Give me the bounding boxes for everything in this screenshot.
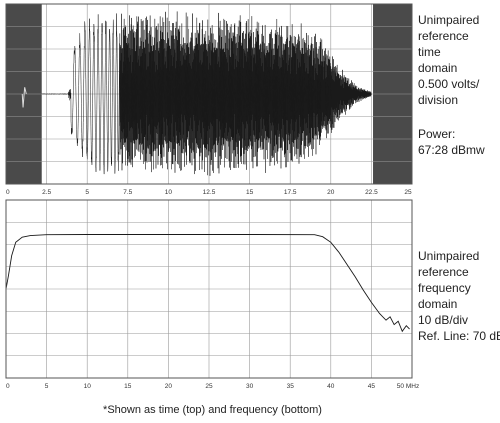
time-annotation-line: domain [418,61,458,75]
freq-x-tick-label: 30 [246,383,254,390]
time-marker-spike [21,87,27,108]
freq-x-tick-label: 40 [327,383,335,390]
freq-x-tick-label: 25 [205,383,213,390]
frequency-domain-annotation: Unimpaired reference frequency domain 10… [418,248,500,344]
time-x-tick-label: 17.5 [284,189,297,196]
freq-annotation-line: frequency [418,281,471,295]
time-annotation-line: time [418,45,441,59]
freq-annotation-line: Ref. Line: 70 dB [418,329,500,343]
time-x-tick-label: 10 [165,189,173,196]
freq-x-tick-label: 10 [84,383,92,390]
time-x-tick-label: 20 [327,189,335,196]
power-annotation-line: 67:28 dBmw [418,143,485,157]
time-x-tick-label: 2.5 [42,189,51,196]
time-x-tick-label: 5 [85,189,89,196]
freq-annotation-line: Unimpaired [418,249,480,263]
time-domain-annotation: Unimpaired reference time domain 0.500 v… [418,12,479,108]
time-x-tick-label: 22.5 [365,189,378,196]
freq-x-tick-label: 5 [45,383,49,390]
frequency-domain-panel: 0 5 10 15 20 25 30 35 40 45 50 MHz [5,199,419,390]
time-x-tick-label: 0 [6,189,10,196]
time-waveform-trace [41,11,372,176]
time-x-tick-label: 25 [404,189,412,196]
power-annotation: Power: 67:28 dBmw [418,126,485,158]
time-plot-frame [5,3,413,185]
freq-x-tick-label: 45 [368,383,376,390]
freq-x-tick-label: 35 [287,383,295,390]
time-annotation-line: Unimpaired [418,13,480,27]
footnote: *Shown as time (top) and frequency (bott… [103,404,322,416]
freq-annotation-line: 10 dB/div [418,313,469,327]
time-x-tick-label: 15 [246,189,254,196]
freq-x-tick-label: 15 [124,383,132,390]
freq-spectrum-trace [5,234,410,333]
power-annotation-line: Power: [418,127,456,141]
freq-x-tick-label: 20 [165,383,173,390]
time-x-tick-label: 7.5 [123,189,132,196]
freq-x-tick-label: 0 [6,383,10,390]
time-annotation-line: 0.500 volts/ [418,77,480,91]
time-annotation-line: division [418,93,459,107]
time-domain-panel: 0 2.5 5 7.5 10 12.5 15 17.5 20 22.5 25 [5,3,413,196]
freq-annotation-line: domain [418,297,458,311]
time-annotation-line: reference [418,29,469,43]
freq-annotation-line: reference [418,265,469,279]
freq-plot-frame [5,199,413,379]
freq-x-tick-label: 50 MHz [397,383,419,390]
time-x-tick-label: 12.5 [203,189,216,196]
